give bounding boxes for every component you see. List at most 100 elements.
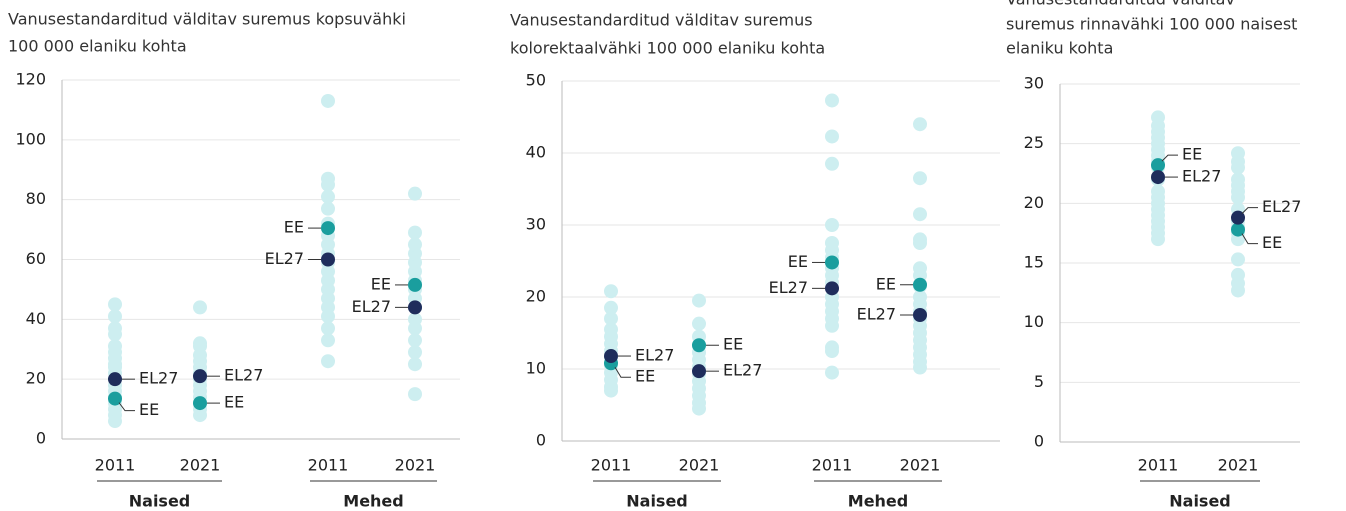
- highlight-dot: [108, 391, 122, 406]
- point-label: EE: [788, 252, 808, 271]
- country-dot: [193, 300, 207, 315]
- point-label: EL27: [224, 366, 263, 385]
- highlight-dot: [913, 277, 927, 292]
- point-label: EL27: [265, 249, 304, 268]
- y-tick-label: 120: [15, 70, 46, 89]
- country-dot: [321, 321, 335, 336]
- x-tick-label: 2021: [180, 456, 221, 475]
- country-dot: [321, 201, 335, 216]
- point-label: EE: [371, 274, 391, 293]
- x-tick-label: 2011: [1138, 456, 1179, 475]
- country-dot: [408, 186, 422, 201]
- country-dot: [825, 93, 839, 108]
- point-label: EL27: [139, 369, 178, 388]
- point-label: EE: [1182, 145, 1202, 164]
- y-tick-label: 0: [536, 431, 546, 450]
- point-label: EL27: [769, 278, 808, 297]
- group-label: Naised: [626, 492, 688, 511]
- chart-title: elaniku kohta: [1006, 39, 1113, 58]
- highlight-dot: [913, 308, 927, 322]
- y-tick-label: 50: [526, 71, 546, 90]
- label-leader: [1161, 154, 1178, 162]
- x-tick-label: 2021: [900, 456, 941, 475]
- y-tick-label: 10: [1024, 312, 1044, 331]
- y-tick-label: 40: [526, 143, 546, 162]
- country-dot: [1151, 184, 1165, 199]
- group-label: Mehed: [848, 492, 908, 511]
- point-label: EL27: [1182, 167, 1221, 186]
- country-dot: [825, 365, 839, 380]
- y-tick-label: 15: [1024, 253, 1044, 272]
- point-label: EE: [723, 335, 743, 354]
- point-label: EL27: [635, 346, 674, 365]
- highlight-dot: [193, 396, 207, 411]
- y-tick-label: 30: [1024, 74, 1044, 93]
- y-tick-label: 20: [26, 369, 46, 388]
- country-dot: [692, 316, 706, 331]
- country-dot: [321, 189, 335, 204]
- highlight-dot: [193, 369, 207, 384]
- y-tick-label: 60: [26, 249, 46, 268]
- country-dot: [408, 312, 422, 327]
- chart-title: kolorektaalvähki 100 000 elaniku kohta: [510, 39, 825, 58]
- highlight-dot: [408, 277, 422, 292]
- point-label: EE: [635, 367, 655, 386]
- highlight-dot: [1151, 158, 1165, 173]
- country-dot: [913, 171, 927, 186]
- country-dot: [1231, 172, 1245, 187]
- chart-title: Vanusestandarditud välditav suremus kops…: [8, 10, 406, 29]
- y-tick-label: 40: [26, 309, 46, 328]
- country-dot: [408, 357, 422, 372]
- country-dot: [1231, 146, 1245, 161]
- y-tick-label: 100: [15, 129, 46, 148]
- country-dot: [825, 156, 839, 171]
- country-dot: [825, 340, 839, 355]
- point-label: EE: [1262, 233, 1282, 252]
- country-dot: [408, 345, 422, 360]
- point-label: EL27: [1262, 197, 1301, 216]
- country-dot: [193, 336, 207, 351]
- country-dot: [604, 284, 618, 299]
- y-tick-label: 80: [26, 189, 46, 208]
- highlight-dot: [825, 281, 839, 296]
- point-label: EL27: [352, 297, 391, 316]
- country-dot: [825, 218, 839, 232]
- highlight-dot: [825, 255, 839, 270]
- point-label: EE: [139, 400, 159, 419]
- highlight-dot: [692, 338, 706, 353]
- country-dot: [692, 293, 706, 308]
- x-tick-label: 2011: [308, 456, 349, 475]
- chart-title: suremus rinnavähki 100 000 naisest: [1006, 15, 1297, 34]
- country-dot: [825, 129, 839, 144]
- y-tick-label: 20: [1024, 193, 1044, 212]
- y-tick-label: 10: [526, 359, 546, 378]
- point-label: EE: [224, 393, 244, 412]
- label-leader: [118, 402, 135, 412]
- country-dot: [321, 171, 335, 186]
- x-tick-label: 2011: [95, 456, 136, 475]
- point-label: EL27: [723, 361, 762, 380]
- label-leader: [614, 366, 631, 378]
- group-label: Mehed: [343, 492, 403, 511]
- country-dot: [1231, 267, 1245, 282]
- country-dot: [1231, 252, 1245, 267]
- y-tick-label: 20: [526, 287, 546, 306]
- y-tick-label: 5: [1034, 372, 1044, 391]
- country-dot: [108, 309, 122, 324]
- highlight-dot: [321, 221, 335, 236]
- x-tick-label: 2021: [395, 456, 436, 475]
- chart-title: Vanusestandarditud välditav suremus: [510, 11, 813, 30]
- country-dot: [321, 93, 335, 108]
- country-dot: [408, 237, 422, 252]
- country-dot: [321, 333, 335, 348]
- country-dot: [825, 236, 839, 250]
- country-dot: [913, 290, 927, 304]
- y-tick-label: 25: [1024, 133, 1044, 152]
- highlight-dot: [1231, 222, 1245, 237]
- y-tick-label: 30: [526, 215, 546, 234]
- group-label: Naised: [1169, 492, 1231, 511]
- country-dot: [108, 297, 122, 312]
- point-label: EE: [876, 274, 896, 293]
- highlight-dot: [108, 372, 122, 387]
